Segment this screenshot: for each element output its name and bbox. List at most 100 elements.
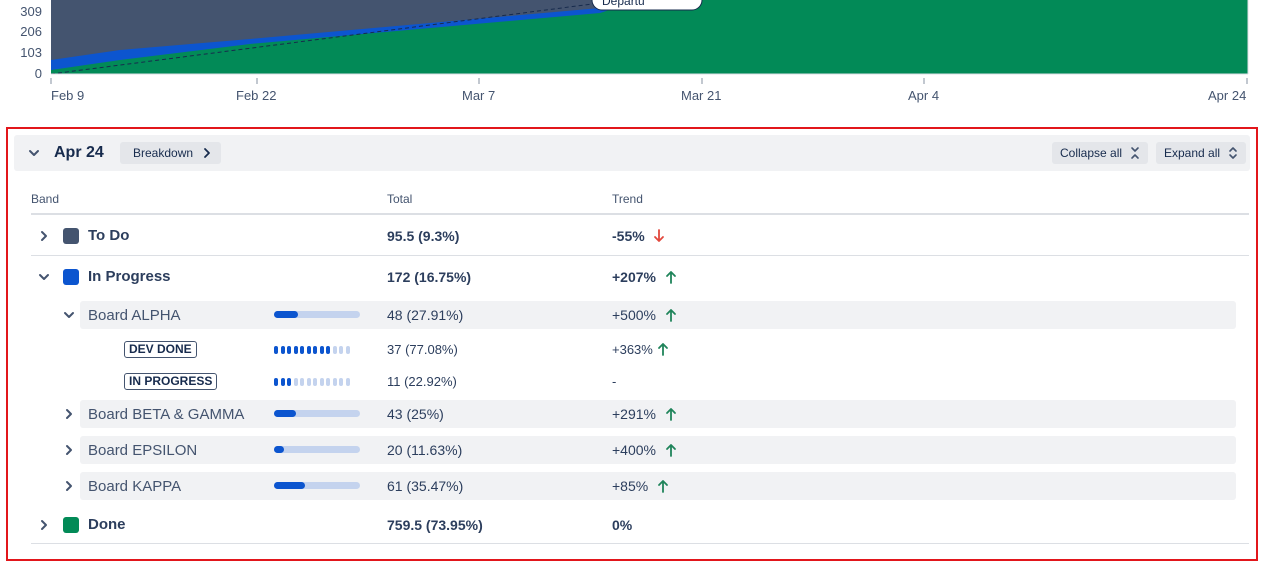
status-dot [332, 346, 337, 354]
share-bar [274, 482, 360, 489]
board-label: Board ALPHA [88, 307, 181, 324]
board-row-beta-gamma[interactable]: Board BETA & GAMMA 43 (25%) +291% [8, 400, 1258, 428]
panel-header: Apr 24 Breakdown Collapse all Expand all [14, 135, 1250, 171]
chevron-down-icon[interactable] [37, 270, 51, 284]
status-dot [306, 378, 311, 386]
status-dot [300, 346, 304, 354]
board-row-bg [80, 301, 1236, 329]
board-row-bg [80, 472, 1236, 500]
arrow-up-icon [666, 444, 676, 457]
status-dot [274, 378, 278, 386]
status-trend: +363% [612, 342, 653, 357]
status-dot [319, 346, 324, 354]
status-dot [326, 346, 330, 354]
chevron-right-icon [204, 148, 210, 158]
board-trend: +85% [612, 478, 649, 494]
status-total: 37 (77.08%) [387, 342, 458, 357]
breakdown-panel: Apr 24 Breakdown Collapse all Expand all… [6, 127, 1258, 561]
departure-annotation [591, 0, 703, 11]
status-dot [332, 378, 337, 386]
expand-icon [1229, 147, 1237, 159]
chevron-down-icon[interactable] [26, 145, 42, 161]
status-dot [345, 346, 350, 354]
collapse-icon [1131, 147, 1139, 159]
arrow-up-icon [658, 343, 668, 356]
status-dot [345, 378, 350, 386]
x-tick-label: Apr 4 [908, 88, 940, 103]
y-tick-label: 206 [20, 24, 42, 39]
collapse-all-button[interactable]: Collapse all [1052, 142, 1149, 164]
status-dot [280, 378, 285, 386]
board-trend: +291% [612, 406, 656, 422]
arrow-up-icon [666, 271, 676, 284]
status-dot [280, 346, 285, 354]
status-dot [313, 346, 317, 354]
column-header-trend: Trend [612, 192, 643, 206]
status-dot [326, 378, 330, 386]
x-tick-label: Mar 7 [462, 88, 496, 103]
header-divider [31, 213, 1249, 215]
arrow-up-icon [666, 408, 676, 421]
band-trend: +207% [612, 269, 656, 285]
chevron-down-icon[interactable] [62, 308, 76, 322]
band-total: 172 (16.75%) [387, 269, 472, 285]
status-dot [339, 346, 343, 354]
band-total: 95.5 (9.3%) [387, 228, 460, 244]
share-bar-fill [274, 311, 298, 318]
breakdown-button[interactable]: Breakdown [120, 142, 222, 164]
band-row-in-progress[interactable]: In Progress 172 (16.75%) +207% [8, 256, 1258, 296]
status-dot [313, 378, 317, 386]
board-label: Board KAPPA [88, 478, 182, 495]
board-trend: +500% [612, 307, 656, 323]
status-dot [306, 346, 311, 354]
expand-all-button[interactable]: Expand all [1156, 142, 1247, 164]
status-row-dev-done[interactable]: DEV DONE 37 (77.08%) +363% [8, 337, 1258, 363]
board-row-alpha[interactable]: Board ALPHA 48 (27.91%) +500% [8, 301, 1258, 329]
board-total: 61 (35.47%) [387, 478, 464, 494]
expand-all-label: Expand all [1164, 146, 1221, 160]
band-total: 759.5 (73.95%) [387, 517, 483, 533]
band-label: Done [88, 516, 126, 533]
forecast-line [50, 2, 601, 75]
status-dot [287, 346, 291, 354]
status-dot [319, 378, 324, 386]
y-tick-label: 103 [20, 45, 42, 60]
chevron-right-icon[interactable] [62, 407, 76, 421]
band-color-swatch [63, 228, 79, 244]
status-trend: - [612, 374, 617, 389]
share-bar [274, 410, 360, 417]
band-row-done[interactable]: Done 759.5 (73.95%) 0% [8, 505, 1258, 543]
column-header-band: Band [31, 192, 60, 206]
status-dot [274, 346, 278, 354]
board-row-kappa[interactable]: Board KAPPA 61 (35.47%) +85% [8, 472, 1258, 500]
arrow-down-icon [654, 229, 664, 242]
board-label: Board EPSILON [88, 442, 198, 459]
chevron-right-icon[interactable] [62, 479, 76, 493]
x-tick-label: Feb 22 [236, 88, 277, 103]
column-header-total: Total [387, 192, 413, 206]
x-tick-label: Mar 21 [681, 88, 722, 103]
status-lozenge: IN PROGRESS [124, 373, 218, 390]
y-tick-label: 0 [34, 66, 42, 81]
chevron-right-icon[interactable] [37, 518, 51, 532]
chevron-right-icon[interactable] [37, 229, 51, 243]
board-row-epsilon[interactable]: Board EPSILON 20 (11.63%) +400% [8, 436, 1258, 464]
chevron-right-icon[interactable] [62, 443, 76, 457]
share-bar-fill [274, 446, 284, 453]
band-color-swatch [63, 517, 79, 533]
chart-plot [50, 0, 1249, 84]
status-dot [293, 378, 298, 386]
share-bar [274, 446, 360, 453]
arrow-up-icon [658, 480, 668, 493]
cumulative-flow-chart: Departu 309 206 103 0 Feb 9 Feb 22 Mar 7… [0, 0, 1264, 110]
board-total: 20 (11.63%) [387, 442, 463, 458]
x-tick-label: Feb 9 [51, 88, 85, 103]
band-label: To Do [88, 227, 130, 244]
board-total: 48 (27.91%) [387, 307, 464, 323]
band-row-to-do[interactable]: To Do 95.5 (9.3%) -55% [8, 215, 1258, 255]
status-row-in-progress[interactable]: IN PROGRESS 11 (22.92%) - [8, 369, 1258, 395]
band-trend: -55% [612, 228, 645, 244]
x-axis-ticks [50, 78, 1248, 84]
status-dot [293, 346, 298, 354]
band-color-swatch [63, 269, 79, 285]
